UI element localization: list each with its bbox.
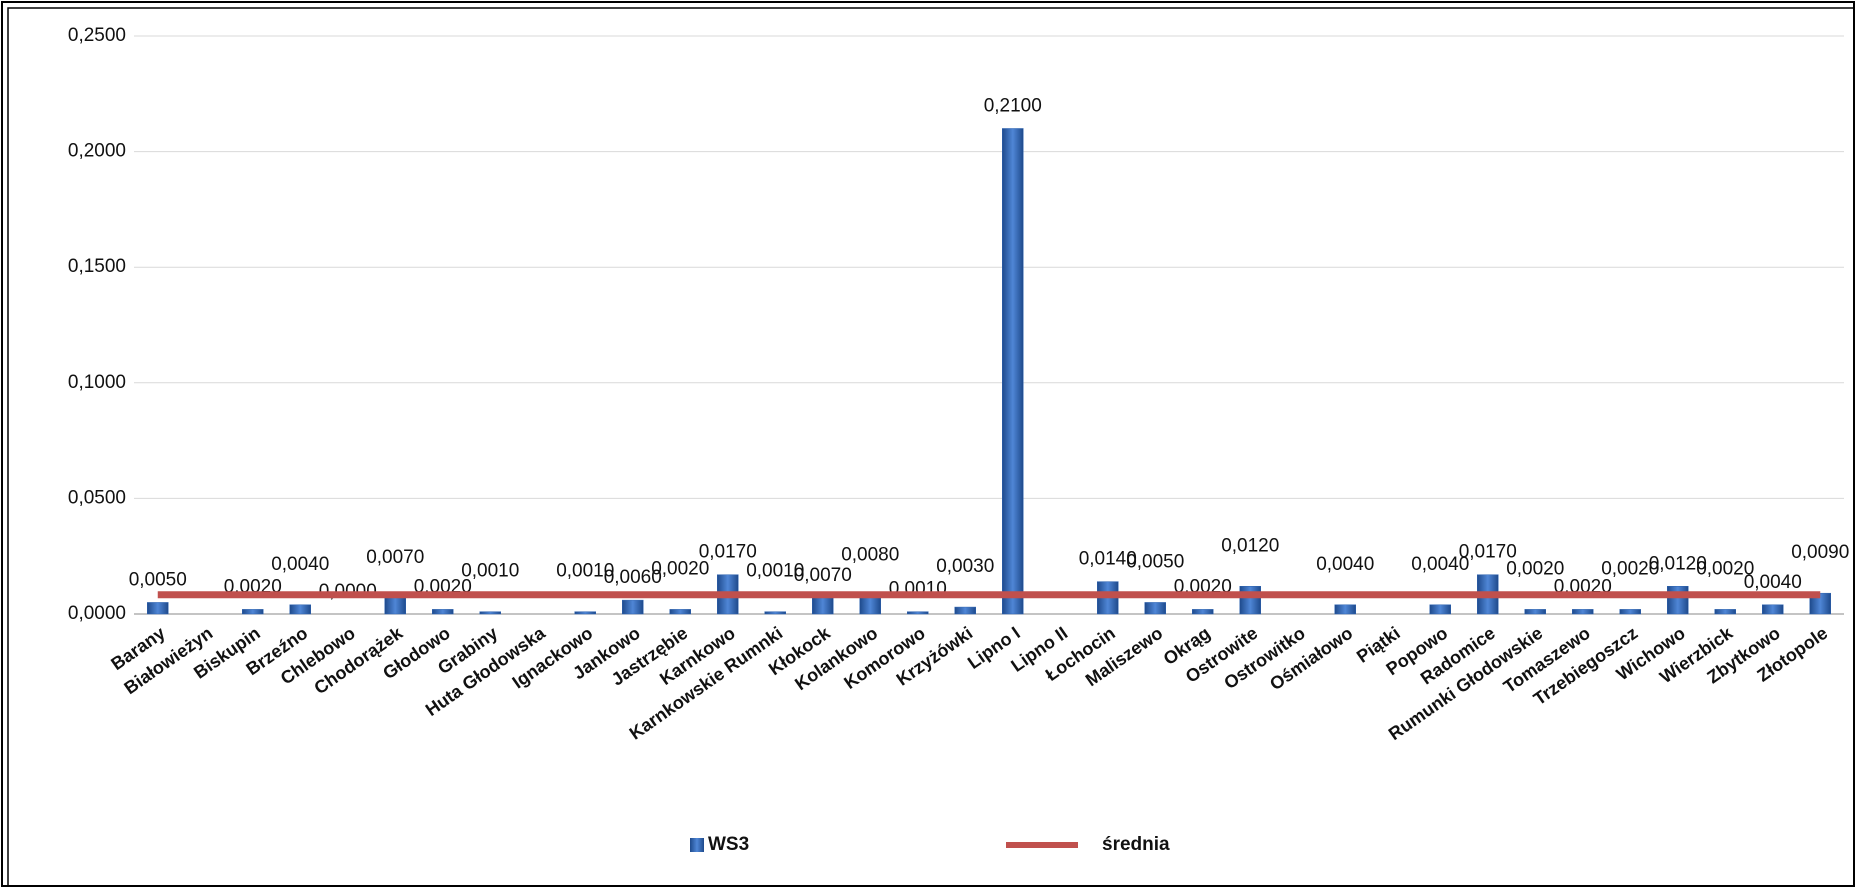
bar — [1667, 586, 1689, 615]
data-label: 0,0030 — [936, 556, 994, 577]
legend-label: WS3 — [708, 834, 749, 855]
data-label: 0,0170 — [699, 542, 757, 563]
bar — [812, 597, 834, 615]
inner-frame — [7, 7, 1855, 887]
bar — [1239, 586, 1261, 615]
data-label: 0,0020 — [651, 558, 709, 579]
bar — [907, 611, 929, 615]
bar — [622, 599, 644, 615]
data-label: 0,0010 — [746, 561, 804, 582]
data-label: 0,0040 — [1411, 554, 1469, 575]
bar — [1002, 128, 1024, 615]
y-tick-label: 0,0000 — [68, 603, 126, 624]
bar — [1619, 609, 1641, 615]
data-label: 0,2100 — [984, 95, 1042, 116]
bar — [669, 609, 691, 615]
data-label: 0,0020 — [1696, 558, 1754, 579]
bar — [479, 611, 501, 615]
data-label: 0,0080 — [841, 545, 899, 566]
bar — [147, 602, 169, 615]
bar — [289, 604, 311, 615]
bar — [1334, 604, 1356, 615]
bar — [384, 597, 406, 615]
y-tick-label: 0,1500 — [68, 256, 126, 277]
bar — [954, 606, 976, 615]
data-label: 0,0120 — [1649, 553, 1707, 574]
y-tick-label: 0,1000 — [68, 372, 126, 393]
data-label: 0,0090 — [1791, 542, 1849, 563]
data-label: 0,0050 — [129, 569, 187, 590]
data-label: 0,0040 — [1744, 572, 1802, 593]
data-label: 0,0040 — [271, 554, 329, 575]
data-label: 0,0060 — [604, 567, 662, 588]
bar — [1762, 604, 1784, 615]
data-label: 0,0170 — [1459, 542, 1517, 563]
data-label: 0,0020 — [1601, 558, 1659, 579]
data-label: 0,0020 — [1506, 558, 1564, 579]
bar — [764, 611, 786, 615]
bar — [1524, 609, 1546, 615]
legend-label: średnia — [1102, 834, 1170, 855]
legend-swatch — [690, 838, 704, 852]
y-tick-label: 0,2500 — [68, 25, 126, 46]
bar — [242, 609, 264, 615]
bar — [1572, 609, 1594, 615]
bar — [1144, 602, 1166, 615]
bar — [1714, 609, 1736, 615]
bar — [1429, 604, 1451, 615]
y-tick-label: 0,2000 — [68, 141, 126, 162]
data-label: 0,0010 — [556, 561, 614, 582]
data-label: 0,0040 — [1316, 554, 1374, 575]
data-label: 0,0050 — [1126, 551, 1184, 572]
data-label: 0,0120 — [1221, 535, 1279, 556]
y-tick-label: 0,0500 — [68, 487, 126, 508]
bar — [432, 609, 454, 615]
data-label: 0,0140 — [1079, 549, 1137, 570]
data-label: 0,0070 — [794, 565, 852, 586]
data-label: 0,0010 — [461, 561, 519, 582]
bar — [1192, 609, 1214, 615]
data-label: 0,0070 — [366, 547, 424, 568]
bar — [574, 611, 596, 615]
